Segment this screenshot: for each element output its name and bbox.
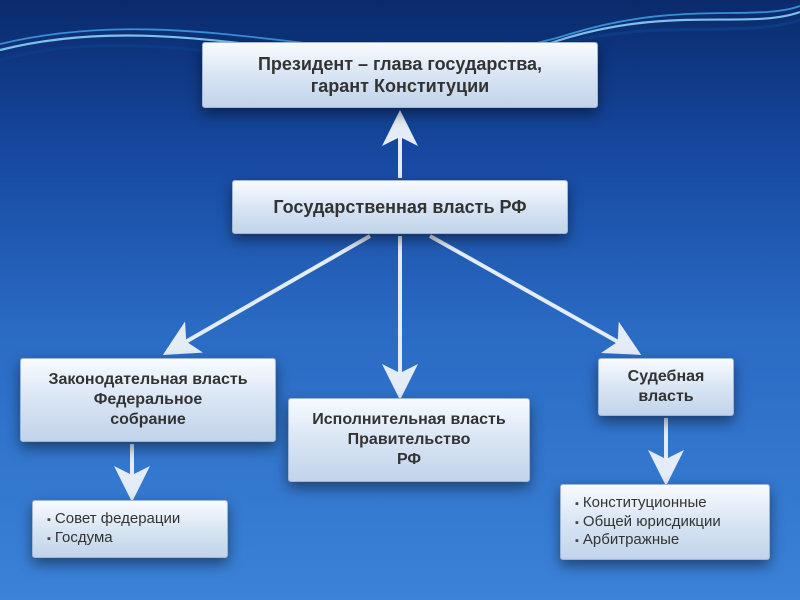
state-power-line1: Государственная власть РФ bbox=[273, 196, 526, 219]
judicial-line2: власть bbox=[638, 387, 693, 407]
node-legislative-items: Совет федерацииГосдума bbox=[32, 500, 228, 558]
node-executive: Исполнительная власть Правительство РФ bbox=[288, 398, 530, 482]
legislative-line3: собрание bbox=[110, 410, 186, 430]
legislative-line1: Законодательная власть bbox=[48, 370, 247, 390]
node-state-power: Государственная власть РФ bbox=[232, 180, 568, 234]
president-line1: Президент – глава государства, bbox=[258, 53, 542, 76]
bullet-item: Арбитражные bbox=[575, 531, 679, 550]
legislative-line2: Федеральное bbox=[94, 390, 203, 410]
arrow-state_power-to-judicial bbox=[430, 236, 636, 352]
node-president: Президент – глава государства, гарант Ко… bbox=[202, 42, 598, 108]
bullet-item: Общей юрисдикции bbox=[575, 513, 721, 532]
executive-line2: Правительство bbox=[348, 430, 471, 450]
bullet-item: Конституционные bbox=[575, 494, 707, 513]
node-judicial-items: КонституционныеОбщей юрисдикцииАрбитражн… bbox=[560, 484, 770, 560]
bullet-item: Совет федерации bbox=[47, 510, 180, 529]
judicial-line1: Судебная bbox=[628, 367, 705, 387]
bullet-item: Госдума bbox=[47, 529, 113, 548]
executive-line1: Исполнительная власть bbox=[312, 410, 505, 430]
president-line2: гарант Конституции bbox=[311, 75, 489, 98]
executive-line3: РФ bbox=[397, 450, 421, 470]
node-legislative: Законодательная власть Федеральное собра… bbox=[20, 358, 276, 442]
arrow-state_power-to-legislative bbox=[168, 236, 370, 352]
node-judicial: Судебная власть bbox=[598, 358, 734, 416]
